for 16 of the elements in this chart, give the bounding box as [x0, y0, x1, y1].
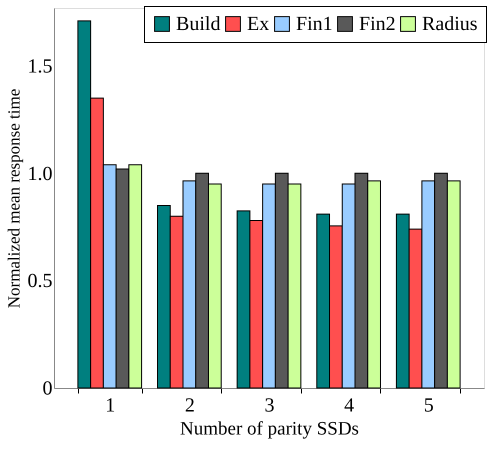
x-tick-label: 2 [184, 394, 195, 416]
y-tick-label: 1.5 [28, 55, 52, 78]
x-tick-label: 4 [344, 394, 354, 416]
x-axis-title: Number of parity SSDs [180, 418, 359, 440]
x-tick-label: 5 [424, 394, 434, 416]
x-tick-label: 3 [264, 394, 274, 416]
x-tick-label: 1 [105, 394, 116, 416]
y-tick-label: 1.0 [28, 162, 52, 185]
y-tick-label: 0 [42, 378, 52, 400]
legend-label: Radius [422, 13, 478, 35]
legend-label: Fin1 [296, 13, 333, 35]
legend-label: Build [176, 13, 220, 35]
y-tick-label: 0.5 [28, 270, 52, 292]
legend-label: Fin2 [359, 13, 396, 35]
y-axis-title: Normalized mean response time [4, 88, 24, 308]
legend-label: Ex [247, 13, 270, 35]
